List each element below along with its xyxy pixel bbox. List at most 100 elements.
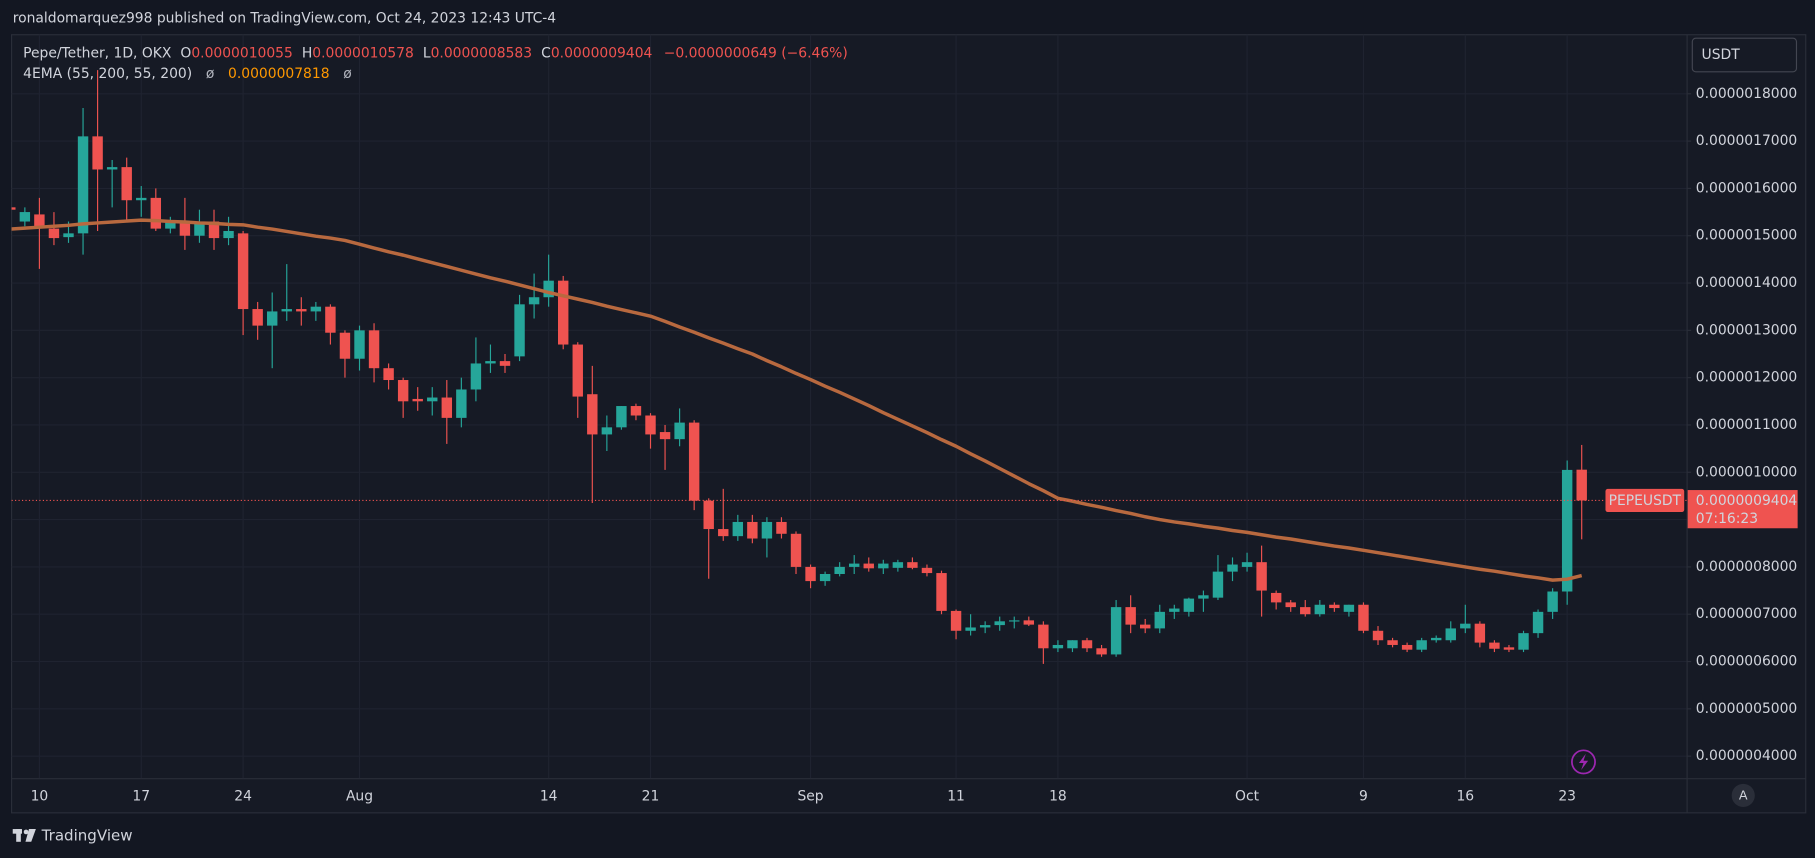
candle-body	[674, 422, 685, 440]
candle-body	[1329, 604, 1340, 609]
candle-body	[1285, 602, 1296, 608]
y-tick-label: 0.0000006000	[1696, 654, 1797, 670]
candle-body	[761, 521, 773, 539]
plot	[11, 70, 1687, 664]
y-tick-label: 0.0000004000	[1696, 748, 1797, 764]
legend-change: −0.0000000649 (−6.46%)	[664, 45, 848, 61]
candle-body	[1052, 644, 1064, 649]
candle-body	[587, 394, 598, 435]
candle-body	[1081, 640, 1093, 649]
y-tick-label: 0.0000017000	[1696, 133, 1797, 149]
candle-body	[397, 380, 409, 402]
candle-body	[1314, 604, 1326, 615]
candle-body	[339, 332, 351, 359]
candle-body	[121, 167, 132, 201]
x-tick-label: Oct	[1235, 789, 1260, 805]
candle-body	[456, 389, 467, 418]
axes: 0.0000004000 0.0000005000 0.0000006000 0.00…	[31, 86, 1798, 805]
candle-body	[252, 309, 263, 326]
candle-body	[776, 521, 787, 534]
indicator-value: 0.0000007818	[228, 66, 329, 82]
candle-body	[1372, 630, 1384, 641]
candle-body	[1503, 647, 1515, 650]
alert-icon[interactable]	[1571, 749, 1596, 775]
y-tick-label: 0.0000016000	[1696, 180, 1797, 196]
candle-body	[572, 344, 583, 397]
x-tick-label: 23	[1558, 789, 1576, 805]
candle-body	[921, 567, 933, 574]
x-tick-label: 16	[1456, 789, 1474, 805]
y-tick-label: 0.0000018000	[1696, 86, 1797, 102]
scale-mode-label[interactable]: A	[1739, 789, 1748, 804]
candle-body	[136, 197, 147, 201]
candle-body	[63, 233, 74, 238]
x-tick-label: 24	[234, 789, 252, 805]
y-tick-label: 0.0000014000	[1696, 275, 1797, 291]
symbol-label: PEPEUSDT	[1609, 493, 1682, 509]
candle-body	[950, 610, 962, 631]
x-tick-label: 17	[132, 789, 150, 805]
candle-body	[1561, 469, 1573, 592]
publish-info: ronaldomarquez998 published on TradingVi…	[13, 11, 557, 27]
x-tick-label: 21	[642, 789, 660, 805]
x-tick-label: Sep	[797, 789, 823, 805]
candle-body	[1227, 564, 1238, 572]
candle-body	[208, 221, 220, 239]
candle-body	[77, 136, 89, 234]
legend-line: Pepe/Tether, 1D, OKX O0.0000010055 H0.00…	[23, 45, 848, 61]
candle-body	[383, 368, 394, 381]
candle-body	[965, 627, 976, 631]
candle-body	[1401, 644, 1413, 650]
candle-body	[718, 529, 729, 537]
candle-body	[819, 574, 831, 582]
currency-button[interactable]	[1691, 37, 1798, 73]
candle-body	[1067, 640, 1078, 649]
candle-body	[1532, 611, 1544, 634]
candle-body	[659, 432, 671, 440]
candle-body	[427, 397, 438, 402]
currency-label[interactable]: USDT	[1702, 47, 1741, 63]
candle-body	[848, 563, 860, 567]
candle-body	[1300, 607, 1311, 615]
candle-body	[878, 563, 889, 569]
candle-body	[805, 566, 816, 582]
candle-body	[310, 306, 322, 312]
candle-body	[892, 562, 904, 568]
candle-body	[1270, 592, 1282, 603]
candle-body	[223, 230, 234, 239]
candle-body	[441, 397, 453, 418]
candle-body	[747, 521, 758, 539]
logo-part	[16, 829, 21, 842]
candle-body	[863, 563, 874, 569]
x-tick-label: 18	[1049, 789, 1067, 805]
candle-body	[1241, 562, 1253, 567]
candle-body	[1110, 607, 1122, 655]
legend-symbol: Pepe/Tether, 1D, OKX	[23, 45, 172, 61]
candle-body	[1547, 591, 1558, 612]
candle-body	[266, 311, 278, 326]
candle-body	[1125, 607, 1136, 625]
indicator-empty: ø	[206, 66, 214, 82]
candle-body	[732, 521, 744, 537]
x-tick-label: Aug	[346, 789, 373, 805]
candle-body	[470, 363, 482, 390]
legend-c-label: C	[541, 45, 551, 61]
legend-h-label: H	[302, 45, 312, 61]
candle-body	[354, 330, 365, 359]
y-tick-label: 0.0000005000	[1696, 701, 1797, 717]
candle-body	[528, 297, 540, 305]
candle-body	[412, 398, 423, 402]
scale-mode-button[interactable]	[1731, 783, 1755, 808]
x-tick-label: 10	[31, 789, 49, 805]
legend-l-label: L	[423, 45, 431, 61]
candle-body	[1140, 624, 1151, 629]
candle-body	[1474, 623, 1486, 643]
candle-body	[601, 427, 613, 435]
candle-body	[703, 500, 714, 530]
legend-o-label: O	[180, 45, 191, 61]
candle-body	[19, 212, 31, 222]
candle-body	[150, 197, 162, 229]
candle-body	[499, 361, 511, 366]
